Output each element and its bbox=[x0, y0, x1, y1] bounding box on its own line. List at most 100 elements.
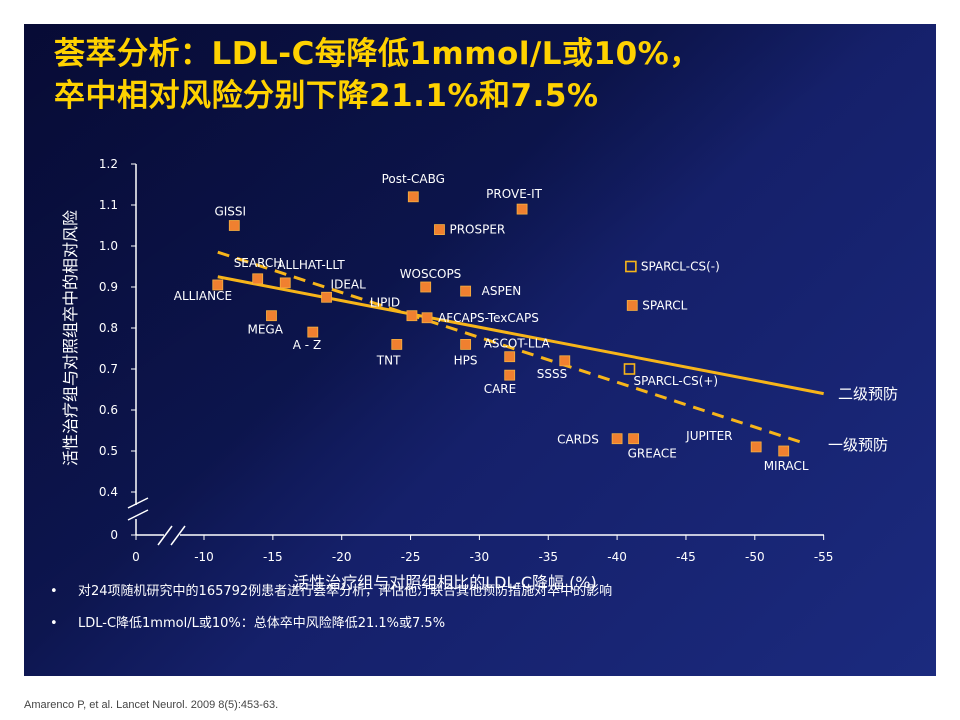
data-point-label: SSSS bbox=[537, 367, 567, 381]
data-point: ASCOT-LLA bbox=[484, 337, 551, 363]
data-point-marker bbox=[778, 445, 790, 457]
data-point-label: ALLHAT-LLT bbox=[277, 258, 345, 272]
data-point-label: CARDS bbox=[557, 433, 599, 447]
data-point: SPARCL-CS(+) bbox=[623, 363, 718, 388]
bullet-marker: • bbox=[50, 616, 58, 631]
data-point-label: Post-CABG bbox=[382, 172, 445, 186]
data-point: SPARCL bbox=[626, 298, 688, 312]
data-point: A - Z bbox=[293, 326, 321, 352]
data-point: ALLHAT-LLT bbox=[277, 258, 345, 289]
data-point: PROVE-IT bbox=[486, 187, 543, 215]
slide-shade bbox=[24, 24, 936, 676]
data-point-label: PROSPER bbox=[449, 223, 505, 237]
data-point: LIPID bbox=[370, 296, 418, 322]
data-point-label: A - Z bbox=[293, 338, 321, 352]
data-point: CARE bbox=[484, 369, 516, 396]
data-point: IDEAL bbox=[321, 277, 367, 303]
x-tick-label: 0 bbox=[132, 550, 140, 564]
data-point-label: SEARCH bbox=[234, 256, 283, 270]
y-tick-label: 1.2 bbox=[99, 157, 118, 171]
y-tick-label: 1.1 bbox=[99, 198, 118, 212]
y-axis-break-mark bbox=[127, 509, 149, 521]
y-tick-label: 0.4 bbox=[99, 485, 118, 499]
data-point: TNT bbox=[376, 338, 403, 367]
data-point-marker bbox=[460, 285, 472, 297]
data-point-label: SPARCL-CS(-) bbox=[641, 260, 720, 274]
data-point: ASPEN bbox=[460, 284, 522, 298]
chart-axes: 0 -10 -15 -20 -25 -30 -35 -40 -45 -50 -55 0 0.4 0.5 0.… bbox=[99, 157, 834, 564]
data-point-label: ASCOT-LLA bbox=[484, 337, 551, 351]
data-point-marker bbox=[407, 191, 419, 203]
bullet-item-1: • 对24项随机研究中的165792例患者进行荟萃分析，评估他汀联合其他预防措施对… bbox=[50, 580, 612, 599]
data-point-marker bbox=[625, 260, 637, 273]
data-point: SSSS bbox=[537, 355, 571, 381]
data-point-label: MIRACL bbox=[764, 459, 809, 473]
data-point-marker bbox=[750, 441, 762, 453]
data-point: WOSCOPS bbox=[400, 267, 462, 293]
page-title-line-1: 荟萃分析：LDL-C每降低1mmol/L或10%， bbox=[54, 36, 701, 72]
data-point-label: TNT bbox=[376, 353, 401, 367]
data-point-label: GREACE bbox=[628, 447, 677, 461]
data-point-marker bbox=[406, 310, 418, 322]
data-point: ALLIANCE bbox=[174, 279, 232, 303]
x-tick-label: -25 bbox=[401, 550, 421, 564]
data-point-label: MEGA bbox=[247, 323, 283, 337]
data-point: GISSI bbox=[214, 205, 246, 231]
x-axis-break-mark bbox=[157, 525, 173, 546]
x-axis-break-mark bbox=[170, 525, 186, 546]
y-tick-label: 1.0 bbox=[99, 239, 118, 253]
trend-line-label: 一级预防 bbox=[828, 436, 888, 454]
bullet-text: LDL-C降低1mmol/L或10%：总体卒中风险降低21.1%或7.5% bbox=[78, 616, 446, 631]
bullet-marker: • bbox=[50, 584, 58, 599]
data-point-marker bbox=[559, 355, 571, 367]
data-point-label: SPARCL-CS(+) bbox=[633, 374, 718, 388]
data-point-label: WOSCOPS bbox=[400, 267, 462, 281]
data-point-label: SPARCL bbox=[642, 298, 687, 312]
slide-background bbox=[24, 24, 936, 676]
data-point-marker bbox=[626, 300, 638, 311]
x-axis-label: 活性治疗组与对照组相比的LDL-C降幅 (%) bbox=[293, 573, 597, 592]
data-point: JUPITER bbox=[685, 429, 762, 453]
y-tick-label: 0.6 bbox=[99, 403, 118, 417]
data-point-label: PROVE-IT bbox=[486, 187, 542, 201]
data-point: MEGA bbox=[247, 310, 284, 337]
page-title-line-2: 卒中相对风险分别下降21.1%和7.5% bbox=[54, 78, 599, 114]
trend-line-label: 二级预防 bbox=[838, 385, 898, 403]
data-point-marker bbox=[611, 433, 623, 445]
data-point-marker bbox=[460, 338, 472, 350]
data-point: HPS bbox=[454, 338, 478, 367]
x-tick-label: -35 bbox=[538, 550, 558, 564]
y-tick-label: 0.7 bbox=[99, 362, 118, 376]
y-tick-label: 0.9 bbox=[99, 280, 118, 294]
axis-labels: 活性治疗组与对照组相比的LDL-C降幅 (%) 活性治疗组与对照组卒中的相对风险 bbox=[61, 210, 597, 592]
data-point-marker bbox=[628, 433, 640, 445]
x-tick-label: -30 bbox=[470, 550, 490, 564]
data-point-marker bbox=[212, 279, 224, 291]
data-point-label: IDEAL bbox=[331, 277, 367, 291]
data-point-marker bbox=[434, 224, 445, 236]
trend-line-primary bbox=[217, 250, 804, 445]
citation: Amarenco P, et al. Lancet Neurol. 2009 8… bbox=[24, 699, 279, 711]
data-point-marker bbox=[504, 369, 516, 381]
data-point-marker bbox=[391, 338, 403, 350]
data-point-marker bbox=[516, 203, 528, 215]
data-point-marker bbox=[321, 291, 332, 303]
bullet-item-2: • LDL-C降低1mmol/L或10%：总体卒中风险降低21.1%或7.5% bbox=[50, 612, 445, 631]
x-tick-label: -45 bbox=[676, 550, 696, 564]
data-point-marker bbox=[623, 363, 636, 375]
y-axis-break-gap bbox=[130, 505, 142, 519]
y-axis-break-mark bbox=[127, 497, 149, 509]
data-points: Post-CABG PROVE-IT GISSI PROSPER SPARCL-CS(-… bbox=[174, 172, 809, 473]
y-axis-label: 活性治疗组与对照组卒中的相对风险 bbox=[61, 210, 80, 466]
data-point-label: ASPEN bbox=[482, 284, 522, 298]
data-point: Post-CABG bbox=[382, 172, 445, 203]
x-tick-label: -15 bbox=[263, 550, 283, 564]
y-tick-label: 0 bbox=[110, 528, 118, 542]
trend-line-secondary bbox=[217, 275, 824, 396]
data-point: PROSPER bbox=[434, 223, 505, 237]
data-point-marker bbox=[266, 310, 277, 322]
y-tick-label: 0.8 bbox=[99, 321, 118, 335]
data-point-marker bbox=[420, 281, 432, 293]
